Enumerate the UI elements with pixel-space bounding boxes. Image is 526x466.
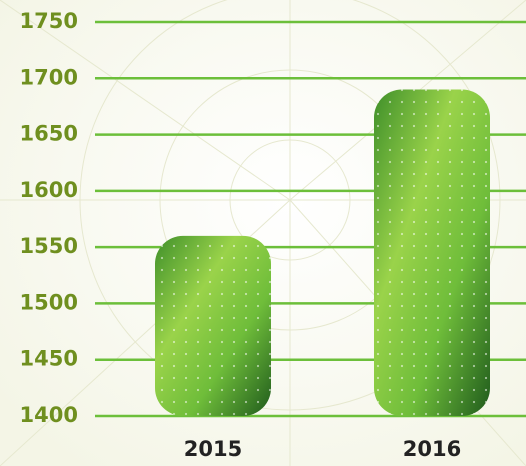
y-tick-label: 1550 [20,234,78,258]
y-tick-label: 1400 [20,403,78,427]
y-tick-label: 1450 [20,347,78,371]
y-tick-label: 1650 [20,122,78,146]
y-tick-label: 1700 [20,65,78,89]
y-tick-label: 1500 [20,290,78,314]
y-tick-label: 1600 [20,178,78,202]
bar-texture [155,235,271,416]
y-tick-label: 1750 [20,9,78,33]
x-tick-label: 2015 [184,437,242,461]
bar-texture [374,89,490,417]
x-tick-label: 2016 [403,437,461,461]
